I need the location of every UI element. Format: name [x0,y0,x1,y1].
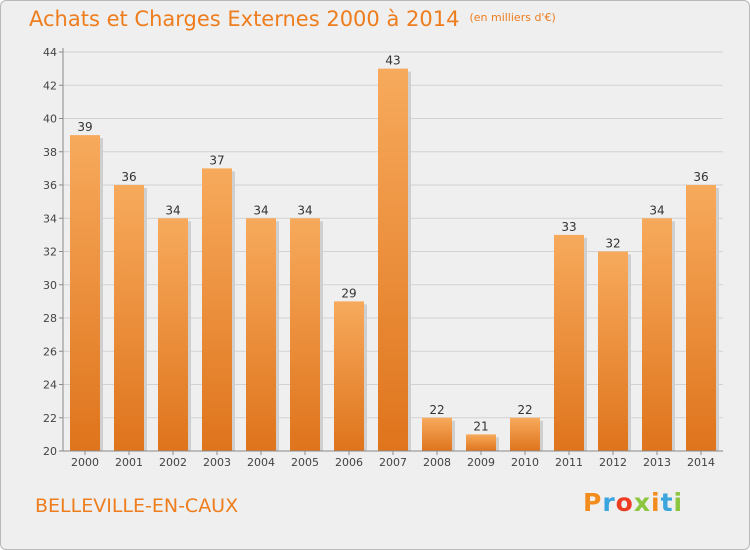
y-tick-label: 20 [43,445,57,458]
value-label: 29 [341,286,356,300]
bar [378,68,408,451]
axes: 20 22 24 26 28 30 32 34 36 38 40 42 44 2000 2001 2002 20… [43,46,723,469]
bar [554,234,584,451]
x-tick-label: 2005 [291,456,319,469]
value-label: 34 [297,203,312,217]
bar [642,218,672,451]
unit-label: (en milliers d'€) [469,11,556,24]
bar [70,135,100,451]
y-tick-label: 28 [43,312,57,325]
y-tick-label: 38 [43,146,57,159]
x-tick-label: 2006 [335,456,363,469]
x-tick-label: 2003 [203,456,231,469]
value-label: 21 [473,419,488,433]
bar [114,185,144,451]
bar [466,434,496,451]
location-name: BELLEVILLE-EN-CAUX [35,495,239,517]
value-label: 33 [561,220,576,234]
bar [246,218,276,451]
proxiti-logo[interactable]: Proxiti [583,488,683,517]
value-label: 22 [429,403,444,417]
logo-letter: o [615,488,634,517]
x-tick-label: 2008 [423,456,451,469]
x-tick-label: 2009 [467,456,495,469]
bars [70,68,719,451]
logo-letter: i [651,488,661,517]
x-tick-label: 2011 [555,456,583,469]
logo-letter: t [660,488,674,517]
bar [510,417,540,451]
logo-letter: i [673,488,684,517]
data-labels: 39 36 34 37 34 34 29 43 22 21 22 33 32 34 36 [77,54,708,434]
x-tick-label: 2000 [71,456,99,469]
x-tick-label: 2012 [599,456,627,469]
bar [598,251,628,451]
y-tick-label: 24 [43,379,57,392]
bar [202,168,232,451]
logo-letter: x [633,488,651,517]
bar [334,301,364,451]
logo-letter: P [583,488,603,517]
title-text: Achats et Charges Externes 2000 à 2014 [29,7,460,31]
value-label: 36 [693,170,708,184]
value-label: 22 [517,403,532,417]
y-tick-label: 34 [43,212,57,225]
y-tick-label: 22 [43,412,57,425]
y-tick-label: 36 [43,179,57,192]
value-label: 39 [77,120,92,134]
y-tick-label: 44 [43,46,57,59]
x-tick-label: 2007 [379,456,407,469]
value-label: 34 [649,203,664,217]
x-tick-label: 2013 [643,456,671,469]
value-label: 32 [605,237,620,251]
y-tick-label: 32 [43,246,57,259]
y-tick-label: 30 [43,279,57,292]
value-label: 37 [209,153,224,167]
x-tick-label: 2014 [687,456,715,469]
value-label: 34 [165,203,180,217]
y-tick-label: 26 [43,345,57,358]
chart-title: Achats et Charges Externes 2000 à 2014 (e… [29,7,556,31]
x-tick-label: 2001 [115,456,143,469]
value-label: 34 [253,203,268,217]
x-tick-label: 2002 [159,456,187,469]
value-label: 43 [385,54,400,68]
y-tick-label: 42 [43,79,57,92]
x-tick-label: 2004 [247,456,275,469]
y-tick-label: 40 [43,113,57,126]
bar [422,417,452,451]
x-tick-label: 2010 [511,456,539,469]
bar [290,218,320,451]
value-label: 36 [121,170,136,184]
bar [158,218,188,451]
logo-letter: r [602,488,616,517]
bar [686,185,716,451]
